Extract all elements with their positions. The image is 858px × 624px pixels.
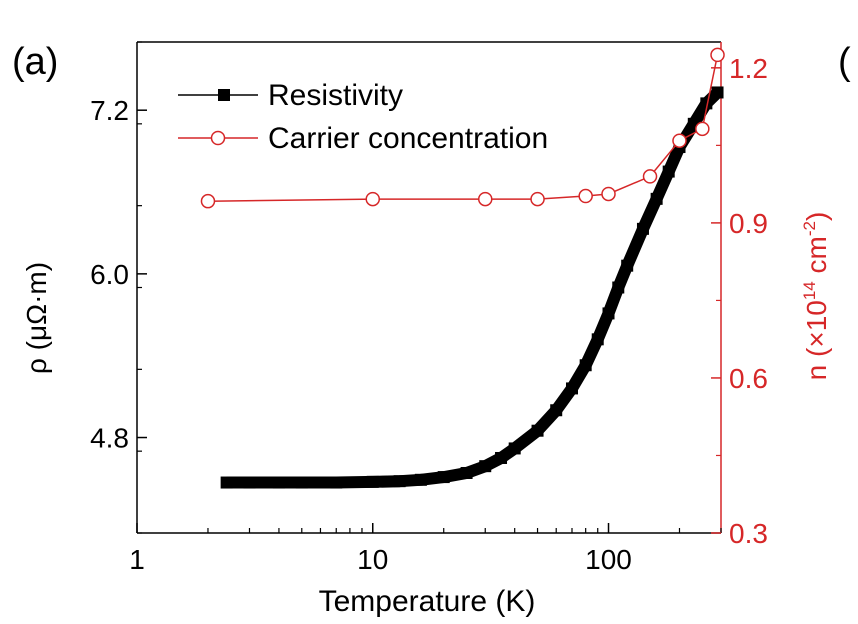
carrier-point bbox=[365, 191, 381, 207]
resistivity-point bbox=[330, 476, 343, 489]
resistivity-point bbox=[621, 259, 634, 272]
y-left-tick-label: 6.0 bbox=[90, 259, 129, 290]
legend-resistivity-marker bbox=[218, 89, 230, 101]
carrier-line bbox=[207, 54, 719, 202]
resistivity-point bbox=[366, 475, 379, 488]
y-axis-right-label-unit-exp: -2 bbox=[800, 221, 819, 236]
carrier-point bbox=[642, 169, 658, 184]
y-axis-left: 4.8 6.0 7.2 bbox=[90, 41, 147, 534]
y-right-tick-label: 1.2 bbox=[729, 53, 768, 84]
carrier-point bbox=[477, 191, 493, 207]
x-axis-label: Temperature (K) bbox=[319, 585, 536, 618]
resistivity-point bbox=[243, 476, 256, 489]
resistivity-line bbox=[226, 88, 722, 489]
resistivity-point bbox=[650, 192, 663, 205]
resistivity-point bbox=[550, 404, 563, 417]
resistivity-point bbox=[636, 222, 649, 235]
y-axis-right-label: n (×1014 cm-2) bbox=[800, 212, 832, 381]
y-right-tick-label: 0.6 bbox=[729, 363, 768, 394]
x-axis: 1 10 100 bbox=[129, 523, 722, 575]
plot-area bbox=[136, 41, 722, 534]
resistivity-point bbox=[662, 165, 675, 178]
y-axis-right: 0.3 0.6 0.9 1.2 bbox=[711, 53, 768, 549]
y-right-tick-label: 0.3 bbox=[729, 518, 768, 549]
series-layer bbox=[200, 47, 725, 489]
y-axis-right-label-main: n (×10 bbox=[801, 300, 832, 380]
carrier-point bbox=[200, 193, 216, 209]
series-carrier-concentration bbox=[200, 47, 725, 209]
resistivity-point bbox=[591, 333, 604, 346]
y-axis-left-label: ρ (μΩ·m) bbox=[21, 262, 52, 374]
y-left-tick-label: 7.2 bbox=[90, 95, 129, 126]
carrier-point bbox=[578, 188, 593, 204]
carrier-point bbox=[672, 133, 687, 148]
resistivity-point bbox=[220, 476, 233, 489]
resistivity-point bbox=[393, 475, 406, 488]
resistivity-point bbox=[508, 442, 521, 455]
legend: Resistivity Carrier concentration bbox=[178, 79, 548, 155]
panel-label: (a) bbox=[12, 41, 58, 83]
y-axis-right-label-exp: 14 bbox=[800, 281, 819, 300]
resistivity-point bbox=[700, 97, 713, 110]
resistivity-point bbox=[460, 466, 473, 479]
carrier-point bbox=[601, 186, 616, 202]
resistivity-point bbox=[272, 476, 285, 489]
y-axis-right-label-unit: cm bbox=[801, 236, 832, 281]
x-tick-label: 100 bbox=[585, 544, 632, 575]
resistivity-point bbox=[565, 382, 578, 395]
next-panel-label: ( bbox=[838, 41, 851, 83]
resistivity-point bbox=[414, 473, 427, 486]
resistivity-point bbox=[295, 476, 308, 489]
y-right-tick-label: 0.9 bbox=[729, 208, 768, 239]
legend-resistivity-label: Resistivity bbox=[268, 79, 403, 112]
carrier-point bbox=[530, 191, 545, 207]
y-left-tick-label: 4.8 bbox=[90, 423, 129, 454]
resistivity-point bbox=[437, 471, 450, 484]
carrier-point bbox=[710, 47, 725, 63]
resistivity-point bbox=[495, 451, 508, 464]
y-axis-right-label-close: ) bbox=[801, 212, 832, 221]
resistivity-point bbox=[602, 307, 615, 320]
x-tick-label: 10 bbox=[357, 544, 388, 575]
x-tick-label: 1 bbox=[129, 544, 145, 575]
resistivity-point bbox=[711, 86, 724, 99]
carrier-point bbox=[695, 121, 710, 137]
legend-carrier-label: Carrier concentration bbox=[268, 122, 548, 155]
resistivity-point bbox=[612, 281, 625, 294]
legend-carrier-marker bbox=[210, 130, 226, 146]
resistivity-point bbox=[531, 424, 544, 437]
resistivity-point bbox=[479, 460, 492, 473]
resistivity-point bbox=[579, 359, 592, 372]
